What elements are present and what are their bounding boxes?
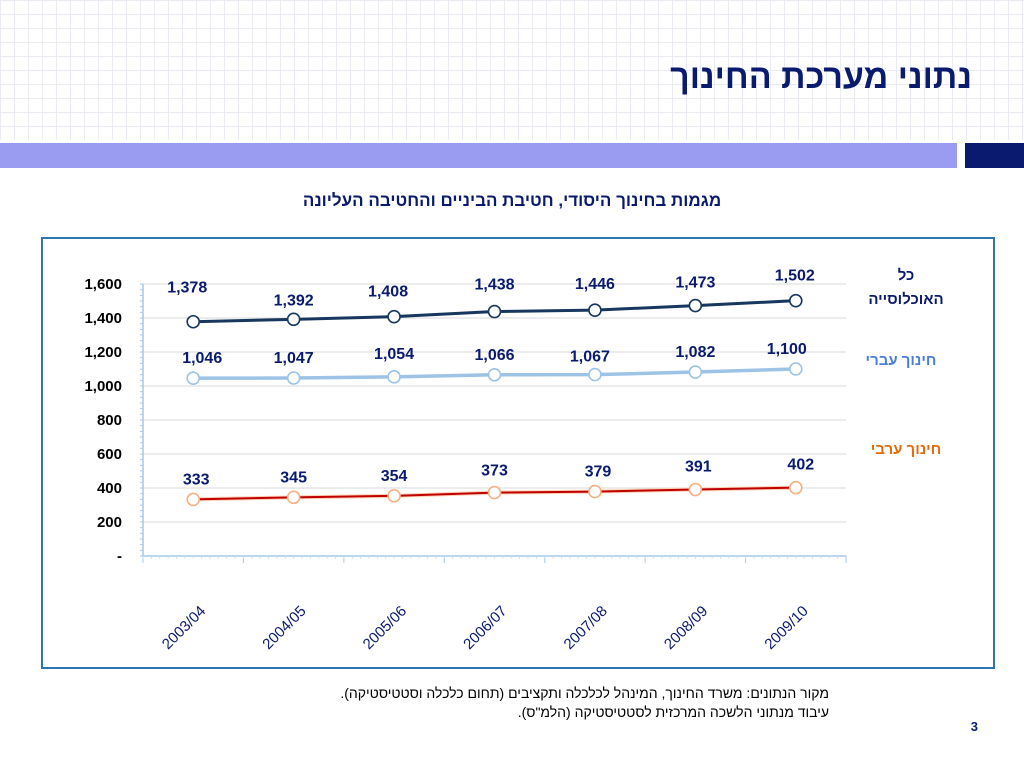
data-point [788,293,803,308]
data-point [387,370,401,384]
source-line-1: מקור הנתונים: משרד החינוך, המינהל לכלכלה… [340,685,829,701]
y-tick-label: 1,200 [84,344,122,361]
legend-all-population: כל האוכלוסייה [868,267,944,308]
data-label: 1,438 [474,277,514,294]
series-lines [186,293,803,507]
data-point [186,492,201,507]
data-label: 391 [685,459,712,476]
data-point [286,312,301,327]
x-tick-label: 2009/10 [761,603,811,653]
title-bar-accent [965,143,1024,168]
page-title: נתוני מערכת החינוך [670,58,972,96]
data-label: 354 [381,468,408,485]
data-point [588,303,602,317]
data-label: 1,473 [675,275,715,292]
data-point [487,485,502,500]
data-label: 1,378 [167,280,207,297]
data-label: 1,047 [274,350,314,367]
y-tick-label: 400 [97,480,122,497]
data-label: 1,054 [374,346,414,363]
legend-arab-education: חינוך ערבי [870,441,942,458]
y-tick-label: 600 [97,446,122,463]
data-label: 1,082 [675,344,715,361]
page-number: 3 [970,719,978,734]
y-tick-label: 1,600 [84,276,122,293]
data-label: 333 [183,471,210,488]
legend-hebrew-education: חינוך עברי [865,352,937,369]
data-label: 345 [280,469,307,486]
x-tick-label: 2005/06 [360,603,410,653]
data-label: 1,392 [274,292,314,309]
source-note: מקור הנתונים: משרד החינוך, המינהל לכלכלה… [340,684,829,722]
y-tick-label: 1,000 [84,378,122,395]
data-point [286,490,301,505]
x-tick-label: 2004/05 [259,603,309,653]
data-label: 373 [481,463,508,480]
x-tick-label: 2006/07 [460,603,510,653]
y-tick-label: 200 [97,514,122,531]
data-point [186,371,201,385]
data-point [387,309,401,324]
data-label: 379 [585,464,612,481]
data-label: 1,100 [767,341,807,358]
chart-title: מגמות בחינוך היסודי, חטיבת הביניים והחטי… [302,191,722,210]
data-label: 1,067 [570,349,610,366]
x-tick-label: 2007/08 [561,603,611,653]
data-point [487,304,502,319]
data-point [688,365,703,379]
data-point [286,371,301,385]
data-label: 1,066 [474,347,514,364]
y-tick-label: 1,400 [84,310,122,327]
title-bar [0,143,957,168]
data-label: 1,408 [368,284,408,301]
data-point [588,484,602,499]
y-tick-label: - [117,548,122,565]
decorative-grid-band [0,0,1024,140]
x-tick-label: 2003/04 [159,603,209,653]
data-label: 1,046 [182,350,222,367]
data-point [788,362,803,376]
axes: - 200 400 600 800 1,000 1,200 1,400 1,600 2003/04… [84,276,847,653]
data-point [788,480,803,495]
data-label: 1,502 [775,268,815,285]
data-label: 1,446 [575,276,615,293]
data-labels: 1,378 1,392 1,408 1,438 1,446 1,473 1,502 1,046… [167,268,815,489]
data-point [487,367,502,382]
data-point [588,367,602,382]
data-point [186,314,201,329]
data-label: 402 [787,457,814,474]
chart-frame [41,237,995,669]
source-line-2: עיבוד מנתוני הלשכה המרכזית לסטטיסטיקה (ה… [517,704,829,720]
data-point [387,489,401,503]
x-tick-label: 2008/09 [661,603,711,653]
data-point [688,298,703,313]
data-point [688,482,703,497]
y-tick-label: 800 [97,412,122,429]
